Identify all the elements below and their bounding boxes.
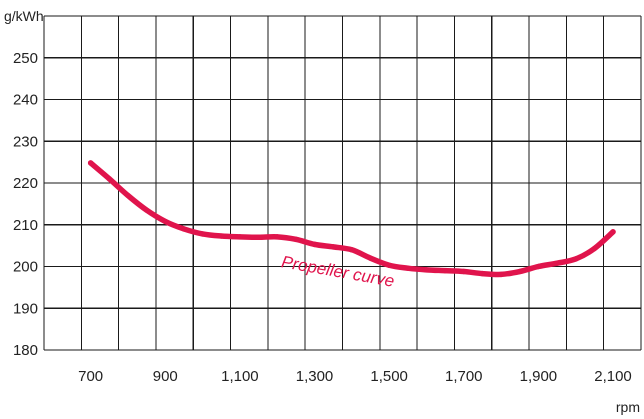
data-point bbox=[162, 218, 168, 225]
data-point bbox=[311, 241, 318, 248]
x-tick-label: 1,500 bbox=[370, 368, 408, 385]
series-line bbox=[87, 160, 616, 278]
data-point bbox=[143, 207, 150, 213]
grid bbox=[43, 15, 642, 351]
data-point bbox=[181, 226, 187, 232]
data-point bbox=[125, 192, 131, 199]
data-point bbox=[199, 231, 206, 237]
y-axis-ticks: 180 190 200 210 220 230 240 250 bbox=[13, 50, 38, 359]
data-point bbox=[255, 234, 262, 240]
x-tick-label: 1,300 bbox=[296, 368, 334, 385]
data-point bbox=[237, 234, 243, 240]
data-point bbox=[535, 263, 542, 270]
data-point bbox=[274, 234, 280, 240]
x-tick-label: 700 bbox=[78, 368, 103, 385]
data-point bbox=[517, 268, 523, 275]
data-point bbox=[498, 271, 504, 278]
annotation-layer: Propeller curve bbox=[280, 252, 396, 291]
x-tick-label: 1,100 bbox=[221, 368, 259, 385]
x-tick-label: 1,700 bbox=[445, 368, 483, 385]
data-point bbox=[479, 270, 486, 277]
y-tick-label: 190 bbox=[13, 300, 38, 317]
data-point bbox=[330, 244, 336, 250]
data-point bbox=[367, 255, 374, 261]
data-point bbox=[405, 265, 411, 271]
y-tick-label: 250 bbox=[13, 50, 38, 67]
data-point bbox=[442, 267, 448, 274]
data-point bbox=[554, 260, 560, 266]
x-axis-unit-label: rpm bbox=[616, 399, 640, 415]
y-tick-label: 230 bbox=[13, 133, 38, 150]
data-point bbox=[349, 247, 355, 253]
x-axis-ticks: 700 900 1,100 1,300 1,500 1,700 1,900 2,100 bbox=[78, 368, 632, 385]
data-point bbox=[386, 262, 392, 268]
data-point bbox=[218, 233, 224, 239]
y-axis-unit-label: g/kWh bbox=[4, 8, 44, 24]
data-point bbox=[591, 245, 598, 252]
x-tick-label: 2,100 bbox=[594, 368, 632, 385]
data-point bbox=[610, 229, 616, 235]
y-tick-label: 220 bbox=[13, 175, 38, 192]
data-point bbox=[423, 267, 430, 273]
data-point bbox=[461, 268, 467, 275]
y-tick-label: 200 bbox=[13, 259, 38, 276]
x-tick-label: 900 bbox=[153, 368, 178, 385]
propeller-curve-label: Propeller curve bbox=[280, 252, 396, 291]
data-point bbox=[87, 160, 94, 166]
y-tick-label: 180 bbox=[13, 342, 38, 359]
y-tick-label: 210 bbox=[13, 217, 38, 234]
series-layer bbox=[87, 160, 616, 278]
data-point bbox=[293, 236, 299, 243]
data-point bbox=[573, 256, 579, 262]
x-tick-label: 1,900 bbox=[520, 368, 558, 385]
data-point bbox=[106, 176, 112, 182]
y-tick-label: 240 bbox=[13, 92, 38, 109]
